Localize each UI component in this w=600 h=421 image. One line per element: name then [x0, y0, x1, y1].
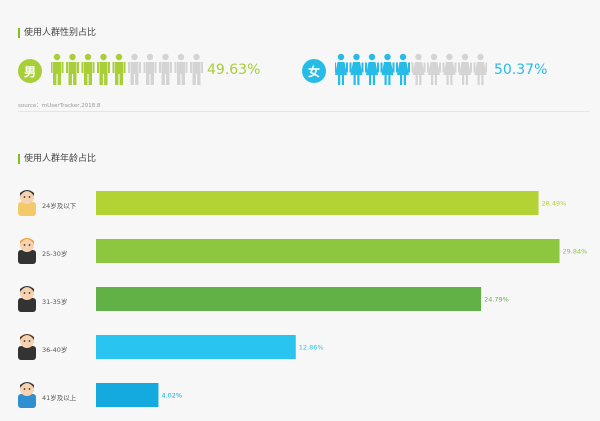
male-figure-icon [174, 53, 188, 85]
bar [96, 335, 296, 359]
category-label: 24岁及以下 [42, 201, 77, 210]
male-figure-icon [81, 53, 95, 85]
male-figure-icon [51, 53, 64, 85]
female-figure-icon [380, 53, 395, 85]
female-figure-icon [396, 53, 410, 85]
female-figure-icon [349, 53, 364, 85]
female-figure-icon [427, 53, 441, 85]
female-figure-icon [458, 53, 472, 85]
age-bar-chart: 24岁及以下 28.49% 25-30岁 29.84% 31-35岁 24.79% 36-4… [18, 190, 588, 408]
female-figure-icon [411, 53, 426, 85]
blue-shirt-man-avatar-icon [18, 382, 36, 408]
category-label: 36-40岁 [42, 345, 67, 354]
bar [96, 287, 482, 311]
female-figure-icon [473, 53, 487, 85]
male-figure-icon [190, 53, 203, 85]
male-figure-icon [128, 53, 141, 85]
female-figure-icon [442, 53, 457, 85]
value-label: 12.86% [299, 344, 324, 352]
gender-section-title: 使用人群性别占比 [18, 28, 96, 38]
age-section-title: 使用人群年龄占比 [18, 154, 96, 164]
category-label: 31-35岁 [42, 297, 67, 306]
value-label: 24.79% [484, 296, 509, 304]
female-symbol: 女 [302, 59, 326, 83]
suit-man-avatar-icon [18, 286, 36, 312]
male-figure-icon [97, 53, 110, 85]
male-figure-icon [112, 53, 126, 85]
female-figure-icon [365, 53, 379, 85]
male-percent: 49.63% [207, 62, 261, 78]
female-figure-icon [335, 53, 348, 85]
male-figure-icon [159, 53, 172, 85]
male-figure-row [51, 53, 203, 85]
category-label: 41岁及以上 [42, 393, 77, 402]
male-symbol: 男 [18, 59, 42, 83]
beard-man-avatar-icon [18, 334, 36, 360]
female-figure-row [335, 53, 487, 85]
source-note: source：mUserTracker,2018.8 [18, 103, 101, 109]
bar [96, 239, 560, 263]
value-label: 28.49% [542, 200, 567, 208]
section-divider [18, 111, 590, 112]
bar [96, 191, 539, 215]
female-percent: 50.37% [494, 62, 548, 78]
boy-avatar-icon [18, 190, 36, 216]
male-figure-icon [66, 53, 79, 85]
orange-hair-man-avatar-icon [18, 238, 36, 264]
value-label: 29.84% [563, 248, 588, 256]
male-figure-icon [143, 53, 157, 85]
category-label: 25-30岁 [42, 249, 67, 258]
value-label: 4.02% [161, 392, 182, 400]
bar [96, 383, 159, 407]
